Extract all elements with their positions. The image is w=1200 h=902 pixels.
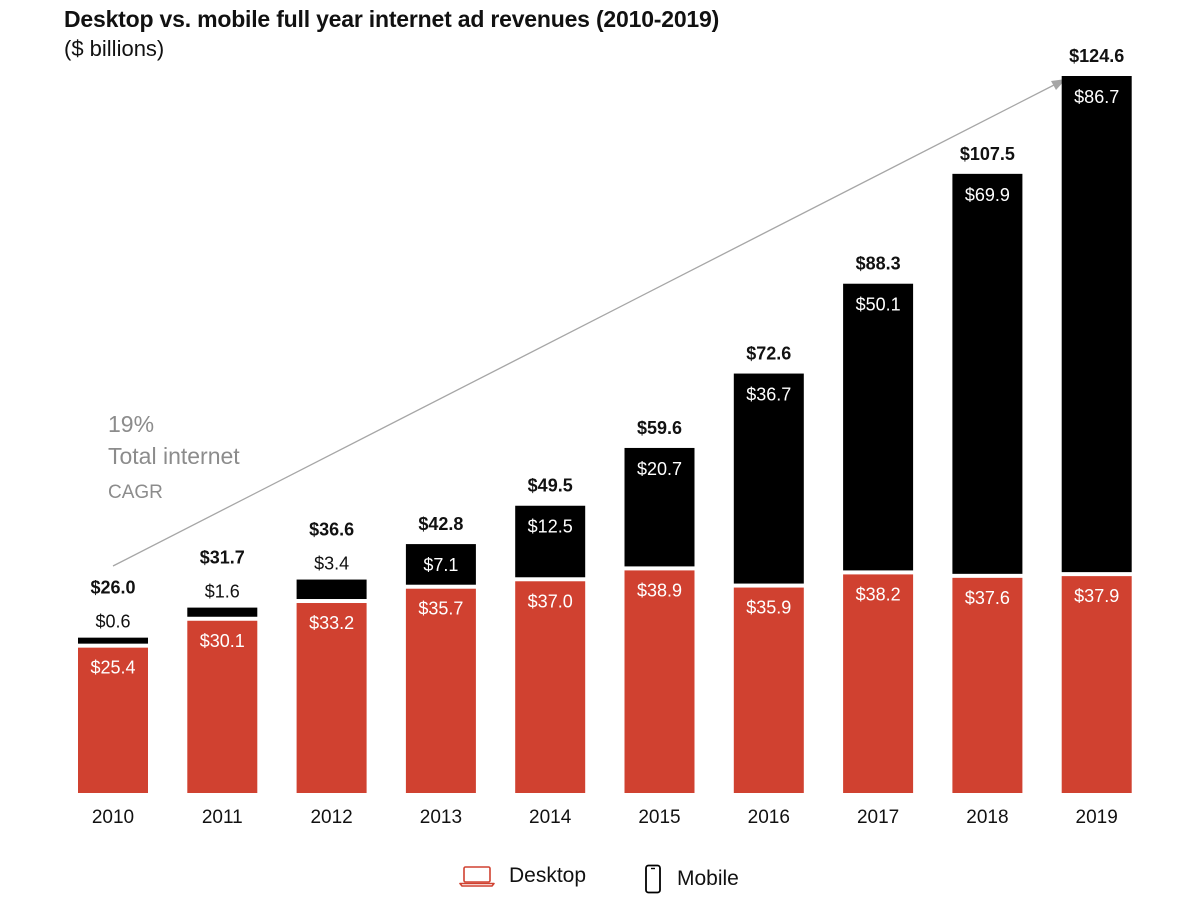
bar-mobile-2011 xyxy=(187,607,258,617)
label-desktop-2014: $37.0 xyxy=(528,591,573,611)
x-tick-2010: 2010 xyxy=(92,807,134,828)
bar-desktop-2015 xyxy=(624,570,695,793)
label-mobile-2014: $12.5 xyxy=(528,517,573,537)
bar-mobile-2019 xyxy=(1061,76,1132,573)
label-desktop-2016: $35.9 xyxy=(746,598,791,618)
stacked-bar-chart: $25.4 $0.6 $26.0 2010 $30.1 $1.6 $31.7 2011 $33.… xyxy=(78,46,1132,828)
laptop-icon xyxy=(459,866,495,887)
label-desktop-2015: $38.9 xyxy=(637,580,682,600)
label-total-2019: $124.6 xyxy=(1069,46,1124,66)
x-tick-2015: 2015 xyxy=(638,807,680,828)
chart-legend: Desktop Mobile xyxy=(0,864,1200,896)
bar-desktop-2017 xyxy=(843,574,914,793)
label-total-2013: $42.8 xyxy=(418,514,463,534)
chart-title: Desktop vs. mobile full year internet ad… xyxy=(64,6,720,32)
bar-mobile-2015 xyxy=(624,447,695,567)
chart-subtitle: ($ billions) xyxy=(64,36,165,61)
label-total-2016: $72.6 xyxy=(746,344,791,364)
label-desktop-2011: $30.1 xyxy=(200,631,245,651)
label-mobile-2016: $36.7 xyxy=(746,385,791,405)
bar-mobile-2018 xyxy=(952,173,1023,574)
label-mobile-2015: $20.7 xyxy=(637,459,682,479)
bar-mobile-2013 xyxy=(405,544,476,585)
x-tick-2011: 2011 xyxy=(202,807,243,828)
x-tick-2018: 2018 xyxy=(966,807,1008,828)
label-mobile-2012: $3.4 xyxy=(314,554,349,574)
label-total-2010: $26.0 xyxy=(90,578,135,598)
label-mobile-2019: $86.7 xyxy=(1074,87,1119,107)
smartphone-icon xyxy=(645,864,661,894)
x-tick-2016: 2016 xyxy=(748,807,790,828)
legend-item-desktop: Desktop xyxy=(459,864,586,888)
x-tick-2019: 2019 xyxy=(1076,807,1118,828)
cagr-trend-arrow-line xyxy=(112,83,1057,567)
label-desktop-2019: $37.9 xyxy=(1074,586,1119,606)
cagr-label: Total internet xyxy=(108,443,240,469)
label-total-2018: $107.5 xyxy=(960,144,1015,164)
x-tick-2017: 2017 xyxy=(857,807,899,828)
label-desktop-2012: $33.2 xyxy=(309,613,354,633)
label-desktop-2018: $37.6 xyxy=(965,588,1010,608)
bar-desktop-2010 xyxy=(78,647,148,793)
label-mobile-2018: $69.9 xyxy=(965,185,1010,205)
bar-mobile-2017 xyxy=(843,283,914,571)
x-tick-2012: 2012 xyxy=(310,807,352,828)
label-total-2017: $88.3 xyxy=(856,254,901,274)
bar-mobile-2012 xyxy=(296,579,367,600)
bar-mobile-2016 xyxy=(733,373,804,584)
label-mobile-2011: $1.6 xyxy=(205,582,240,602)
bar-mobile-2014 xyxy=(515,505,586,578)
label-mobile-2017: $50.1 xyxy=(856,295,901,315)
label-desktop-2013: $35.7 xyxy=(418,599,463,619)
label-mobile-2010: $0.6 xyxy=(95,612,130,632)
label-desktop-2010: $25.4 xyxy=(90,658,135,678)
label-total-2011: $31.7 xyxy=(200,548,245,568)
bar-desktop-2014 xyxy=(515,581,586,793)
bar-mobile-2010 xyxy=(78,637,148,644)
label-mobile-2013: $7.1 xyxy=(423,555,458,575)
bar-desktop-2016 xyxy=(733,587,804,793)
label-total-2014: $49.5 xyxy=(528,476,573,496)
label-total-2012: $36.6 xyxy=(309,520,354,540)
legend-label-desktop: Desktop xyxy=(509,864,587,887)
legend-label-mobile: Mobile xyxy=(677,867,739,890)
cagr-unit: CAGR xyxy=(108,482,163,503)
label-total-2015: $59.6 xyxy=(637,418,682,438)
x-tick-2013: 2013 xyxy=(420,807,462,828)
bar-desktop-2013 xyxy=(405,588,476,793)
bar-desktop-2012 xyxy=(296,603,367,793)
x-tick-2014: 2014 xyxy=(529,807,572,828)
label-desktop-2017: $38.2 xyxy=(856,584,901,604)
bar-desktop-2019 xyxy=(1061,576,1132,793)
bar-desktop-2018 xyxy=(952,577,1023,793)
legend-item-mobile: Mobile xyxy=(643,864,739,894)
cagr-percent: 19% xyxy=(108,411,155,437)
bar-desktop-2011 xyxy=(187,620,258,793)
